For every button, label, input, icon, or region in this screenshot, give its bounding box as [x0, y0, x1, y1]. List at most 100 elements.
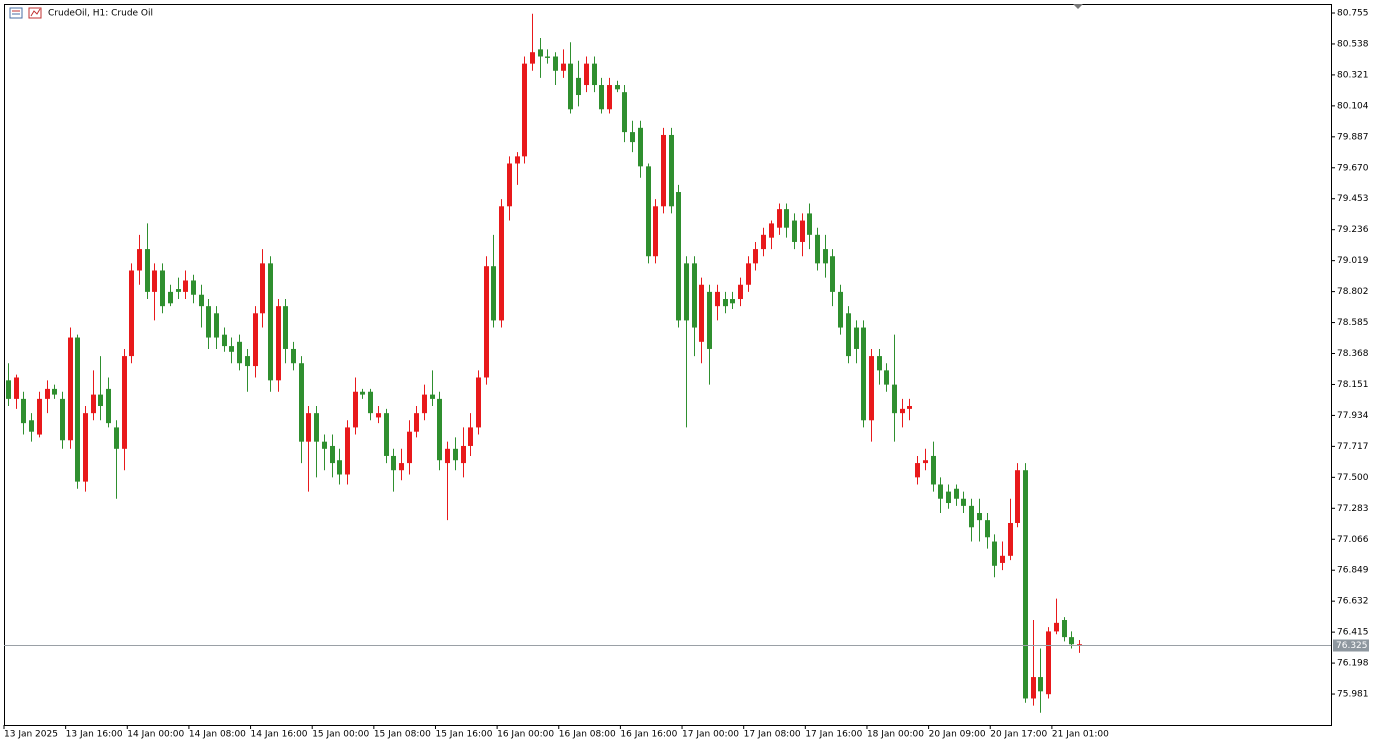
candle-body — [807, 213, 812, 235]
candle-body — [1062, 620, 1067, 638]
candle-body — [391, 455, 396, 471]
candle-body — [6, 380, 11, 399]
y-tick-label: 76.415 — [1337, 628, 1369, 638]
candle-body — [214, 313, 219, 338]
candle-body — [676, 192, 681, 321]
candle-body — [60, 398, 65, 441]
candle-body — [992, 541, 997, 566]
candle-body — [954, 488, 959, 499]
candle-body — [106, 388, 111, 424]
y-tick-label: 77.066 — [1337, 535, 1369, 545]
candle-body — [961, 498, 966, 506]
candle-body — [592, 63, 597, 86]
candle-body — [599, 85, 604, 110]
x-tick-label: 17 Jan 00:00 — [682, 730, 739, 740]
y-tick-label: 76.849 — [1337, 566, 1369, 576]
candle-body — [422, 394, 427, 414]
candle-body — [191, 280, 196, 295]
candle-body — [761, 234, 766, 250]
candle-body — [545, 56, 550, 58]
candle-body — [253, 313, 258, 367]
plot-frame — [4, 4, 1332, 726]
candle-body — [931, 455, 936, 485]
candle-body — [461, 445, 466, 464]
x-tick-label: 13 Jan 16:00 — [66, 730, 123, 740]
y-tick-label: 79.887 — [1337, 132, 1369, 142]
x-tick-label: 16 Jan 16:00 — [620, 730, 677, 740]
candle-body — [468, 427, 473, 446]
candle-body — [576, 77, 581, 96]
candle-body — [938, 484, 943, 499]
candle-body — [1031, 677, 1036, 699]
icon-chart[interactable] — [28, 7, 42, 19]
candle-body — [152, 270, 157, 292]
y-tick-label: 78.585 — [1337, 318, 1369, 328]
candle-body — [823, 249, 828, 264]
candle-body — [83, 413, 88, 482]
x-tick-label: 17 Jan 08:00 — [744, 730, 801, 740]
candle-body — [892, 384, 897, 414]
candle-body — [946, 491, 951, 504]
x-tick-label: 13 Jan 2025 — [4, 730, 58, 740]
candle-body — [969, 505, 974, 528]
candle-body — [368, 391, 373, 414]
y-tick-label: 80.321 — [1337, 70, 1369, 80]
x-tick-label: 16 Jan 08:00 — [559, 730, 616, 740]
toolbar-icons — [9, 7, 42, 19]
candle-body — [453, 448, 458, 461]
candle-body — [838, 291, 843, 328]
candle-body — [784, 209, 789, 228]
candle-body — [538, 49, 543, 57]
candle-body — [715, 291, 720, 307]
candle-body — [98, 394, 103, 407]
candle-body — [376, 413, 381, 418]
x-tick-label: 17 Jan 16:00 — [805, 730, 862, 740]
candle-body — [322, 441, 327, 449]
icon-list[interactable] — [9, 7, 23, 19]
candle-body — [222, 334, 227, 347]
candle-body — [568, 63, 573, 110]
candle-body — [907, 406, 912, 409]
candle-body — [800, 220, 805, 242]
y-tick-label: 78.368 — [1337, 349, 1369, 359]
candle-body — [445, 448, 450, 464]
icon-line — [30, 8, 41, 17]
x-tick-label: 15 Jan 00:00 — [312, 730, 369, 740]
candle-body — [414, 413, 419, 432]
candle-body — [607, 85, 612, 110]
shift-marker — [1073, 4, 1083, 9]
x-tick-label: 14 Jan 16:00 — [251, 730, 308, 740]
y-tick-label: 76.198 — [1337, 659, 1369, 669]
candle-body — [407, 431, 412, 464]
candle-body — [730, 299, 735, 304]
y-tick-label: 79.236 — [1337, 225, 1369, 235]
candle-body — [91, 394, 96, 414]
candle-body — [769, 223, 774, 238]
candle-body — [260, 263, 265, 314]
candle-body — [160, 270, 165, 307]
candle-body — [746, 263, 751, 285]
candle-body — [884, 370, 889, 385]
x-tick-label: 20 Jan 17:00 — [990, 730, 1047, 740]
candle-body — [684, 263, 689, 321]
candle-body — [723, 299, 728, 307]
y-tick-label: 79.670 — [1337, 163, 1369, 173]
candle-body — [484, 266, 489, 378]
y-tick-label: 76.632 — [1337, 597, 1369, 607]
candle-body — [830, 256, 835, 292]
candle-body — [276, 306, 281, 381]
y-tick-label: 78.802 — [1337, 287, 1369, 297]
candle-body — [1077, 644, 1082, 646]
candle-body — [384, 413, 389, 456]
x-tick-label: 14 Jan 08:00 — [189, 730, 246, 740]
candle-body — [661, 134, 666, 207]
candle-body — [491, 266, 496, 321]
candle-body — [1000, 555, 1005, 563]
candle-body — [37, 398, 42, 435]
candle-body — [699, 284, 704, 342]
candle-body — [206, 306, 211, 338]
candle-body — [1038, 677, 1043, 692]
candle-body — [183, 280, 188, 292]
